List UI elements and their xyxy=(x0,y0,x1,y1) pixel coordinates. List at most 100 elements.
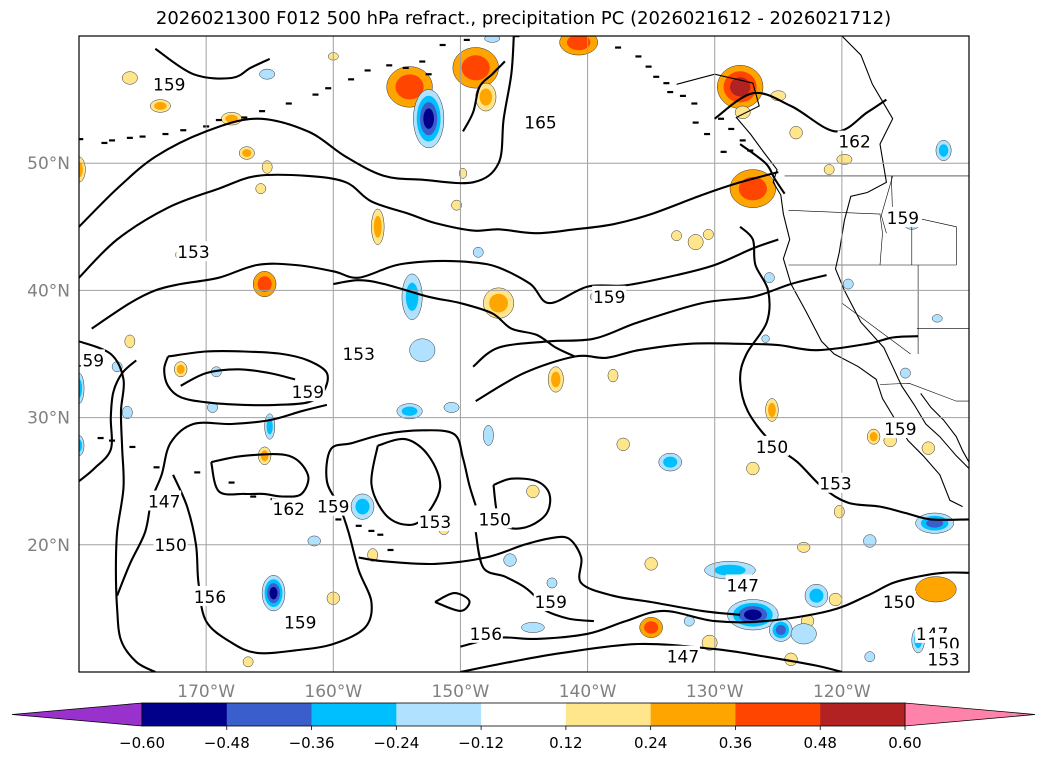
precip-patch xyxy=(761,334,770,343)
contour-line xyxy=(475,335,919,403)
precip-level-fill xyxy=(938,144,949,157)
colorbar-extend-low xyxy=(11,702,143,727)
precip-patch xyxy=(79,372,85,404)
contour-label: 159 xyxy=(887,209,919,229)
contour-label-bg xyxy=(926,648,961,669)
contour-label: 159 xyxy=(593,288,625,308)
precip-level-fill xyxy=(842,278,854,290)
precip-patch xyxy=(703,229,714,240)
contour-label-bg xyxy=(79,349,105,370)
island xyxy=(419,60,426,63)
contour-line xyxy=(116,403,328,597)
precip-level-fill xyxy=(746,461,760,476)
island xyxy=(355,524,362,527)
contour-line xyxy=(79,359,137,483)
precip-patch xyxy=(547,366,564,393)
island xyxy=(126,136,133,139)
precip-level-fill xyxy=(503,553,517,567)
precip-level-fill xyxy=(836,154,853,165)
precip-level-fill xyxy=(176,364,185,374)
contour-line xyxy=(333,279,576,358)
island xyxy=(704,132,711,136)
precip-patch xyxy=(443,402,460,413)
colorbar-segment xyxy=(226,703,313,726)
island xyxy=(162,132,169,136)
precip-patch xyxy=(931,314,943,323)
colorbar-tick-label: −0.12 xyxy=(458,734,504,752)
contour-label-layer: 159 165 162 153 159 159 153 159 159 159 150 153 147 1… xyxy=(72,73,961,670)
precip-patch xyxy=(559,36,598,56)
island xyxy=(402,66,409,69)
chart-title: 2026021300 F012 500 hPa refract., precip… xyxy=(155,8,892,29)
precip-patch xyxy=(746,461,760,476)
precip-patch xyxy=(864,651,876,663)
island xyxy=(153,466,160,469)
precip-patch xyxy=(729,169,776,208)
precip-level-fill xyxy=(255,183,267,194)
precip-patch xyxy=(483,424,494,446)
precip-patch xyxy=(221,112,242,126)
island xyxy=(325,87,332,90)
colorbar-tick-label: 0.24 xyxy=(634,734,667,752)
contour-line xyxy=(79,171,779,279)
island xyxy=(463,38,470,42)
precip-level-fill xyxy=(121,71,138,85)
lon-tick-label: 140°W xyxy=(559,682,617,702)
contour-label-bg xyxy=(665,645,700,666)
contour-label: 150 xyxy=(883,593,915,613)
contour-label-bg xyxy=(926,633,961,654)
state-border xyxy=(880,175,893,234)
contour-label: 162 xyxy=(838,133,870,153)
precip-patch xyxy=(789,126,803,140)
contour-label: 159 xyxy=(284,613,316,633)
precip-patch xyxy=(607,369,619,383)
contour-label: 159 xyxy=(72,351,104,371)
precip-level-fill xyxy=(823,164,835,175)
precip-level-fill xyxy=(242,149,252,157)
contour-label: 153 xyxy=(342,345,374,365)
precip-level-fill xyxy=(616,437,630,451)
contour-label-bg xyxy=(283,611,318,632)
precip-patch xyxy=(833,505,845,519)
precip-level-fill xyxy=(921,441,935,455)
precip-level-fill xyxy=(644,557,658,571)
precip-patch xyxy=(258,446,272,465)
precip-patch xyxy=(717,65,764,109)
island xyxy=(129,445,136,449)
colorbar-tick-label: −0.60 xyxy=(119,734,165,752)
precip-patch xyxy=(252,271,277,298)
contour-label: 147 xyxy=(667,648,699,668)
island xyxy=(718,117,725,120)
island xyxy=(79,138,84,141)
precip-level-fill xyxy=(121,405,133,420)
colorbar: −0.60 −0.48 −0.36 −0.24 −0.12 0.12 0.24 0.36 0.4… xyxy=(11,702,1036,752)
precip-level-fill xyxy=(79,378,83,398)
latitude-tick-labels: 20°N 30°N 40°N 50°N xyxy=(27,154,70,556)
contour-label-bg xyxy=(592,285,627,306)
contour-line xyxy=(163,349,329,407)
precip-patch xyxy=(242,656,254,668)
precip-patch xyxy=(367,548,379,562)
precip-level-fill xyxy=(269,586,278,600)
precip-level-fill xyxy=(458,168,468,179)
precip-level-fill xyxy=(395,74,424,100)
lat-tick-label: 20°N xyxy=(27,536,70,556)
contour-label-bg xyxy=(837,130,872,151)
precip-patch xyxy=(307,535,321,547)
colorbar-segment xyxy=(311,703,397,726)
longitude-tick-labels: 170°W 160°W 150°W 140°W 130°W 120°W xyxy=(177,682,871,702)
precip-level-fill xyxy=(926,518,944,528)
precip-patch xyxy=(79,435,85,457)
island xyxy=(635,55,642,58)
map-background xyxy=(79,36,969,672)
island xyxy=(692,121,699,124)
precip-level-fill xyxy=(738,176,767,201)
contour-label: 153 xyxy=(419,513,451,533)
island xyxy=(194,471,201,474)
contour-line xyxy=(154,47,271,80)
precip-level-fill xyxy=(242,656,254,668)
contour-line xyxy=(460,642,843,672)
colorbar-tick-label: −0.48 xyxy=(204,734,250,752)
precip-patch xyxy=(769,618,793,642)
precip-patch xyxy=(526,484,540,498)
